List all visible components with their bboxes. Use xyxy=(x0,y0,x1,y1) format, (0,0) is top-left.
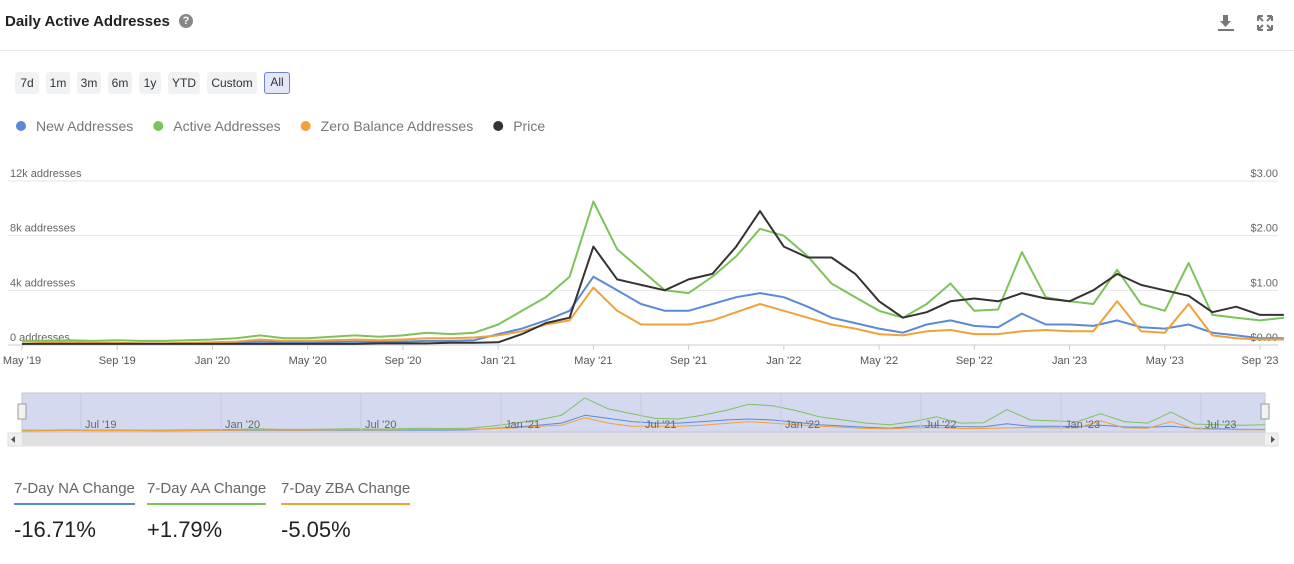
stat-label: 7-Day NA Change xyxy=(14,480,135,505)
stat-value: -16.71% xyxy=(14,517,96,542)
fullscreen-icon[interactable] xyxy=(1257,15,1273,31)
navigator-label: Jan '23 xyxy=(1065,419,1100,431)
navigator-handle xyxy=(17,403,27,420)
help-icon[interactable]: ? xyxy=(179,14,193,28)
navigator-label: Jul '23 xyxy=(1205,419,1236,431)
legend-marker xyxy=(153,121,164,131)
x-tick-label: May '21 xyxy=(574,355,612,367)
series-line xyxy=(22,397,1266,431)
divider xyxy=(0,50,1294,51)
stat-label: 7-Day AA Change xyxy=(147,480,267,505)
legend-marker xyxy=(493,121,504,131)
series-line xyxy=(22,200,1284,342)
legend-marker xyxy=(16,121,26,131)
y-tick-label: 8k addresses xyxy=(10,223,76,235)
legend-marker xyxy=(300,121,311,131)
navigator-label: Jan '22 xyxy=(785,419,820,431)
x-tick-label: Sep '22 xyxy=(956,355,993,367)
navigator-handle xyxy=(1260,403,1270,420)
x-tick-label: May '20 xyxy=(289,355,327,367)
range-button[interactable]: 6m xyxy=(108,72,132,94)
range-button[interactable]: All xyxy=(264,72,290,94)
y2-tick-label: $2.00 xyxy=(1250,223,1278,235)
x-tick-label: Jan '20 xyxy=(195,355,230,367)
widget-title: Daily Active Addresses xyxy=(5,13,170,30)
x-tick-label: Sep '21 xyxy=(670,355,707,367)
range-button[interactable]: 3m xyxy=(77,72,101,94)
navigator-label: Jan '21 xyxy=(505,419,540,431)
stat-value: +1.79% xyxy=(147,517,223,542)
download-icon[interactable] xyxy=(1216,14,1236,32)
legend-label: Active Addresses xyxy=(173,118,280,134)
x-tick-label: May '23 xyxy=(1146,355,1184,367)
x-tick-label: Sep '20 xyxy=(384,355,421,367)
chart: New Addresses Active Addresses Zero Balanc… xyxy=(3,118,1284,447)
stat: 7-Day AA Change +1.79% xyxy=(147,480,267,543)
stat-value: -5.05% xyxy=(281,517,351,542)
stat: 7-Day NA Change -16.71% xyxy=(14,480,135,543)
navigator-label: Jul '20 xyxy=(365,419,396,431)
x-tick-label: Jan '23 xyxy=(1052,355,1087,367)
navigator-label: Jan '20 xyxy=(225,419,260,431)
legend-label: Zero Balance Addresses xyxy=(321,118,474,134)
x-tick-label: May '22 xyxy=(860,355,898,367)
x-tick-label: Jan '21 xyxy=(481,355,516,367)
range-button[interactable]: 1y xyxy=(139,72,161,94)
x-tick-label: May '19 xyxy=(3,355,41,367)
y-tick-label: 12k addresses xyxy=(10,168,82,180)
scrollbar-thumb xyxy=(22,434,1265,445)
y2-tick-label: $3.00 xyxy=(1250,168,1278,180)
x-tick-label: Jan '22 xyxy=(766,355,801,367)
x-tick-label: Sep '19 xyxy=(99,355,136,367)
y2-tick-label: $1.00 xyxy=(1250,277,1278,289)
navigator-selection xyxy=(21,392,1266,433)
series-line xyxy=(21,286,1284,345)
legend-label: New Addresses xyxy=(36,118,133,134)
stat: 7-Day ZBA Change -5.05% xyxy=(281,480,411,543)
y-tick-label: 4k addresses xyxy=(10,277,76,289)
navigator-label: Jul '21 xyxy=(645,419,676,431)
range-button[interactable]: YTD xyxy=(168,72,200,94)
range-button[interactable]: 7d xyxy=(15,72,39,94)
legend-label: Price xyxy=(513,118,545,134)
series-line xyxy=(21,417,1265,432)
x-tick-label: Sep '23 xyxy=(1242,355,1279,367)
stat-label: 7-Day ZBA Change xyxy=(281,480,411,505)
navigator-label: Jul '19 xyxy=(85,419,116,431)
navigator-label: Jul '22 xyxy=(925,419,956,431)
series-line xyxy=(22,210,1284,345)
range-button[interactable]: 1m xyxy=(46,72,70,94)
range-button[interactable]: Custom xyxy=(207,72,257,94)
